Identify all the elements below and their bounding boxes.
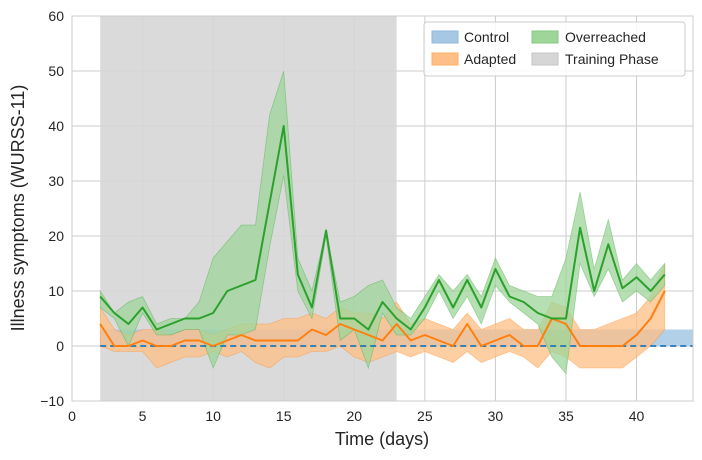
y-tick-label: 20 [48, 228, 64, 244]
adapted-line [99, 290, 666, 347]
y-tick-label: 60 [48, 8, 64, 24]
y-tick-label: −10 [40, 393, 64, 409]
adapted-band [99, 263, 666, 369]
legend-swatch-adapted [431, 52, 459, 66]
overreached-band [99, 70, 666, 375]
y-tick-label: 0 [56, 338, 64, 354]
legend-label-adapted: Adapted [464, 51, 516, 67]
y-axis-ticks: −10 0 10 20 30 40 50 60 [40, 8, 64, 409]
x-tick-label: 5 [139, 408, 147, 424]
y-axis-title: Illness symptoms (WURSS-11) [8, 85, 28, 332]
overreached-line [99, 125, 666, 331]
y-tick-label: 30 [48, 173, 64, 189]
x-tick-label: 15 [276, 408, 292, 424]
legend-frame [423, 21, 686, 77]
legend-swatch-overreached [531, 30, 559, 44]
plot-frame [71, 15, 694, 402]
y-tick-label: 40 [48, 118, 64, 134]
x-tick-label: 35 [558, 408, 574, 424]
x-tick-label: 25 [417, 408, 433, 424]
legend-label-overreached: Overreached [565, 29, 646, 45]
legend-swatch-training-phase [531, 52, 559, 66]
x-axis-ticks: 0 5 10 15 20 25 30 35 40 [68, 408, 644, 424]
x-tick-label: 10 [205, 408, 221, 424]
y-tick-label: 10 [48, 283, 64, 299]
legend: Control Adapted Overreached Training Pha… [423, 21, 686, 77]
legend-label-training-phase: Training Phase [565, 51, 659, 67]
x-axis-title: Time (days) [335, 429, 429, 449]
x-tick-label: 40 [629, 408, 645, 424]
series-lines [99, 125, 693, 347]
legend-label-control: Control [464, 29, 509, 45]
x-tick-label: 20 [346, 408, 362, 424]
y-tick-label: 50 [48, 63, 64, 79]
x-tick-label: 30 [488, 408, 504, 424]
legend-swatch-control [431, 30, 459, 44]
x-tick-label: 0 [68, 408, 76, 424]
